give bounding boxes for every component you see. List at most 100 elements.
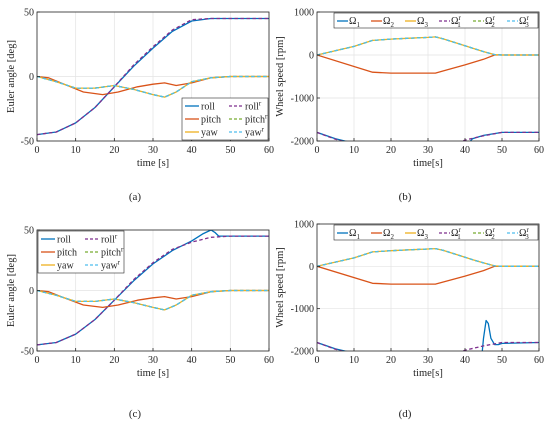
series-line-yaw-ref [317,36,539,56]
y-tick-label: 1000 [294,220,314,231]
legend-label: pitch [57,248,77,259]
x-tick-label: 0 [315,145,320,156]
legend-label: pitch [201,115,221,126]
legend-text: Ω [485,228,492,239]
y-tick-label: 0 [29,72,34,83]
legend-label: Ωr 3 [519,226,529,241]
legend-text: pitch [57,248,77,259]
chart-panel-b: 0 10 20 30 40 50 60 -2000 -1000 0 1000 time[s] Wheel… [275,8,544,204]
legend-text: pitch [101,248,121,259]
legend-sup: r [526,14,529,22]
x-tick-label: 40 [460,355,470,366]
legend-sub: 2 [390,21,394,29]
legend-label: Ωr 3 [519,14,529,29]
legend-sub: 2 [491,233,495,241]
legend-text: roll [101,235,115,246]
legend-label: yawr [101,259,121,272]
x-tick-label: 20 [109,145,119,156]
legend-sup: r [458,226,461,234]
x-tick-label: 50 [225,355,235,366]
legend-text: yaw [101,261,118,272]
legend-sup: r [265,113,268,121]
legend-label: yaw [201,128,218,139]
x-tick-label: 10 [71,355,81,366]
y-tick-label: -50 [21,347,34,358]
legend-text: Ω [383,228,390,239]
x-tick-label: 30 [423,145,433,156]
x-tick-label: 10 [349,355,359,366]
legend-sup: r [526,226,529,234]
legend-text: yaw [245,128,262,139]
x-tick-label: 0 [35,355,40,366]
series-line-yaw-ref [317,247,539,267]
legend-sup: r [121,246,124,254]
y-axis-label: Euler angle [deg] [6,40,17,113]
x-tick-label: 30 [148,145,158,156]
y-tick-label: 50 [24,226,34,237]
x-axis-label: time [s] [137,368,169,379]
y-tick-label: 0 [29,286,34,297]
legend-sub: 2 [390,233,394,241]
y-axis-label: Wheel speed [rpm] [275,247,286,327]
legend-sup: r [492,226,495,234]
legend-label: Ω1 [349,16,360,29]
legend-text: Ω [349,16,356,27]
legend-sup: r [492,14,495,22]
legend-text: Ω [451,228,458,239]
y-axis-label: Wheel speed [rpm] [275,36,286,116]
legend-box [333,12,539,29]
series-line-yaw-ref [37,289,269,311]
chart-panel-d: 0 10 20 30 40 50 60 -2000 -1000 0 1000 time[s] Wheel… [275,220,544,421]
legend-sub: 3 [525,21,529,29]
legend-sub: 3 [424,21,428,29]
x-tick-label: 30 [423,355,433,366]
x-tick-label: 10 [349,145,359,156]
legend-sub: 3 [525,233,529,241]
y-tick-label: 0 [309,262,314,273]
legend-text: pitch [245,115,265,126]
legend-label: pitchr [101,246,124,259]
panel-caption: (b) [399,191,412,203]
legend-text: Ω [451,16,458,27]
x-axis-label: time[s] [413,368,443,379]
legend-label: Ωr 2 [485,14,495,29]
x-tick-label: 60 [264,355,274,366]
x-tick-label: 50 [225,145,235,156]
y-tick-label: 1000 [294,8,314,19]
x-tick-label: 10 [71,145,81,156]
legend-text: roll [57,235,71,246]
panel-caption: (d) [399,408,412,420]
legend-box [333,224,539,241]
y-tick-label: -50 [21,137,34,148]
y-tick-label: -2000 [291,347,314,358]
panel-caption: (c) [129,408,142,420]
legend-label: Ω3 [417,16,428,29]
x-tick-label: 60 [264,145,274,156]
panel-caption: (a) [129,191,142,203]
legend-label: Ω2 [383,16,394,29]
y-tick-label: -2000 [291,137,314,148]
x-tick-label: 20 [386,145,396,156]
legend-text: yaw [57,261,74,272]
x-tick-label: 50 [497,355,507,366]
legend-sub: 1 [356,233,360,241]
legend-text: yaw [201,128,218,139]
x-tick-label: 20 [386,355,396,366]
legend-text: Ω [417,16,424,27]
x-tick-label: 60 [534,355,544,366]
legend-sub: 1 [457,233,461,241]
legend-text: Ω [349,228,356,239]
series-line-pitch [317,265,539,285]
legend-text: Ω [519,228,526,239]
legend-label: rollr [245,100,262,113]
legend-label: Ω3 [417,228,428,241]
y-tick-label: 0 [309,51,314,62]
legend-sup: r [259,100,262,108]
x-tick-label: 40 [187,145,197,156]
legend-label: roll [201,102,215,113]
legend-label: Ωr 1 [451,226,461,241]
